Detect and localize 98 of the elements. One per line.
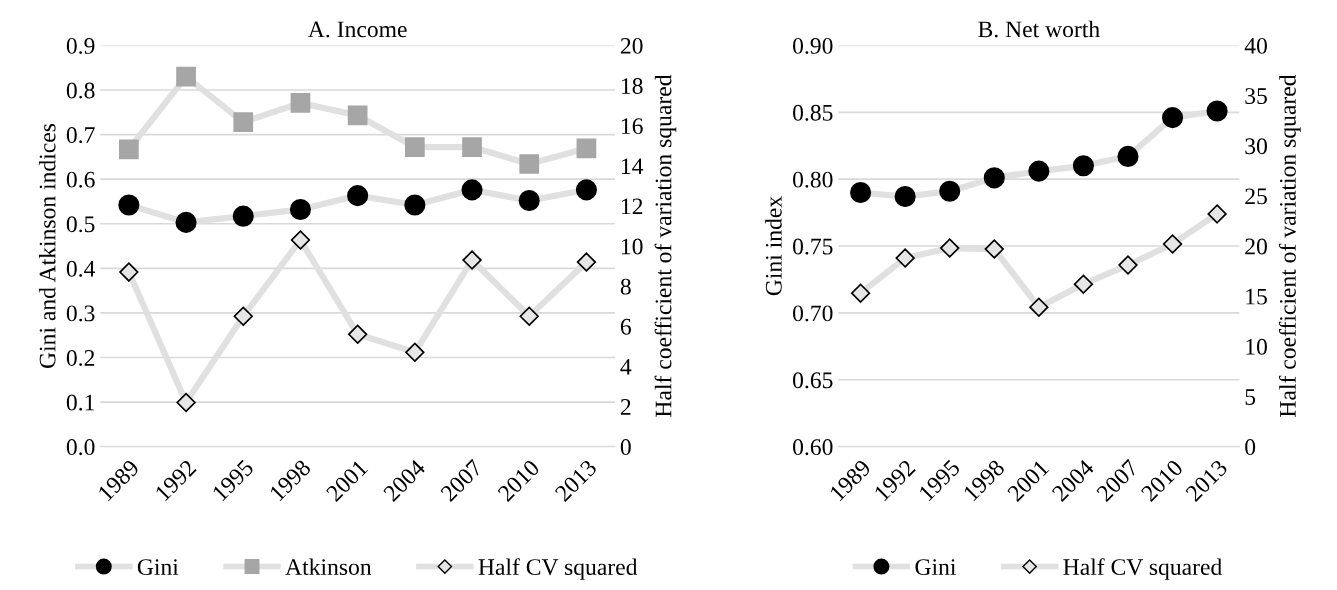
- chart-title: A. Income: [308, 21, 407, 38]
- point: [404, 194, 426, 216]
- y-tick-label: 0.5: [66, 216, 95, 233]
- y2-tick-label: 30: [1245, 138, 1267, 155]
- point: [233, 112, 254, 132]
- x-tick-label: 1989: [829, 458, 872, 502]
- y2-tick-label: 40: [1244, 37, 1267, 54]
- y2-tick-label: 10: [1246, 338, 1267, 355]
- y-tick-label: 0.9: [66, 37, 95, 54]
- legend-label: Gini: [915, 559, 956, 576]
- y2-tick-label: 4: [620, 359, 632, 375]
- point: [519, 306, 539, 326]
- y2-tick-label: 0: [620, 439, 631, 456]
- point: [518, 190, 540, 212]
- point: [1029, 297, 1049, 317]
- y-tick-label: 0.70: [793, 305, 833, 322]
- point: [1118, 255, 1138, 275]
- y-tick-label: 0.65: [793, 372, 833, 389]
- point: [462, 250, 482, 270]
- point: [1117, 145, 1139, 167]
- point: [850, 283, 871, 303]
- point: [575, 179, 597, 201]
- y-tick-label: 0.80: [793, 171, 833, 188]
- y2-tick-label: 35: [1245, 88, 1267, 104]
- point: [462, 137, 482, 157]
- x-tick-label: 1992: [154, 459, 197, 502]
- point: [405, 342, 425, 363]
- point: [576, 252, 597, 272]
- y2-tick-label: 12: [621, 198, 643, 215]
- y-tick-label: 0.85: [793, 104, 833, 121]
- point: [176, 392, 196, 413]
- chart-title: B. Net worth: [978, 20, 1100, 38]
- point: [347, 105, 368, 126]
- point: [1073, 274, 1094, 294]
- x-tick-label: 1992: [873, 459, 916, 502]
- point: [119, 139, 139, 160]
- point: [290, 230, 311, 250]
- y-tick-label: 0.4: [66, 260, 96, 277]
- point: [1072, 155, 1094, 177]
- point: [983, 167, 1005, 189]
- point: [175, 211, 197, 233]
- point: [576, 138, 597, 159]
- y2-tick-label: 2: [620, 399, 631, 415]
- y-axis-title: Gini and Atkinson indices: [38, 123, 56, 369]
- legend-label: Half CV squared: [1063, 558, 1222, 580]
- y-tick-label: 0.2: [66, 349, 95, 366]
- point: [232, 205, 254, 227]
- point: [347, 324, 368, 344]
- point: [176, 66, 196, 87]
- legend-label: Half CV squared: [478, 558, 638, 580]
- y-tick-label: 0.3: [66, 305, 95, 322]
- point: [1028, 160, 1050, 182]
- point: [404, 137, 425, 157]
- legend-label: Atkinson: [285, 558, 372, 576]
- y2-tick-label: 20: [1245, 238, 1267, 255]
- y-tick-label: 0.0: [66, 439, 95, 456]
- point: [1162, 234, 1183, 254]
- point: [290, 93, 311, 113]
- y2-tick-label: 6: [620, 318, 631, 335]
- x-tick-label: 2001: [325, 459, 369, 503]
- point: [461, 179, 483, 201]
- point: [233, 306, 253, 326]
- y2-tick-label: 20: [620, 37, 643, 54]
- x-tick-label: 1989: [97, 458, 140, 502]
- y-tick-label: 0.8: [66, 82, 95, 99]
- y-tick-label: 0.1: [66, 394, 94, 411]
- point: [119, 262, 139, 282]
- y2-tick-label: 10: [621, 238, 643, 255]
- y2-tick-label: 25: [1245, 188, 1267, 205]
- y-axis-title: Gini index: [765, 196, 782, 296]
- y-tick-label: 0.6: [66, 171, 95, 188]
- point: [1207, 204, 1227, 224]
- point: [1161, 107, 1184, 129]
- y2-tick-label: 5: [1245, 389, 1256, 405]
- point: [940, 238, 960, 258]
- y2-tick-label: 14: [621, 158, 644, 174]
- point: [289, 198, 312, 221]
- point: [118, 194, 140, 216]
- y2-axis-title: Half coefficient of variation squared: [654, 74, 677, 417]
- y2-tick-label: 15: [1246, 288, 1267, 305]
- y2-tick-label: 18: [621, 78, 643, 94]
- y2-tick-label: 0: [1245, 439, 1256, 456]
- y-tick-label: 0.90: [793, 37, 833, 54]
- y2-tick-label: 8: [620, 278, 631, 295]
- legend-label: Gini: [137, 559, 179, 576]
- point: [939, 180, 961, 202]
- y-tick-label: 0.60: [793, 439, 833, 456]
- point: [1206, 100, 1228, 122]
- point: [984, 239, 1004, 259]
- point: [519, 154, 540, 174]
- point: [347, 185, 369, 207]
- point: [895, 248, 915, 268]
- point: [850, 181, 872, 204]
- point: [894, 185, 916, 208]
- y-tick-label: 0.75: [793, 238, 833, 255]
- y2-tick-label: 16: [621, 118, 643, 135]
- y2-axis-title: Half coefficient of variation squared: [1278, 74, 1301, 417]
- y-tick-label: 0.7: [66, 127, 95, 144]
